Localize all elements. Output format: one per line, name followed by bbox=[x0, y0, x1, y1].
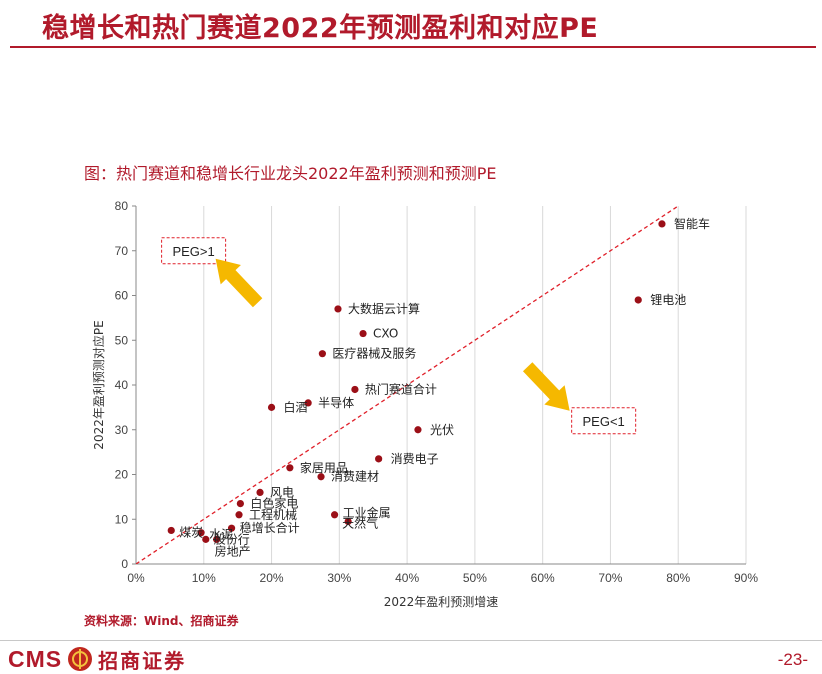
y-tick-label: 10 bbox=[115, 512, 129, 526]
annotation-box bbox=[161, 237, 227, 265]
point-label: 热门赛道合计 bbox=[365, 381, 437, 396]
point-label: 工业金属 bbox=[343, 505, 391, 520]
logo-cms-text: CMS bbox=[8, 645, 63, 672]
x-tick-label: 70% bbox=[598, 571, 622, 585]
point-label: 消费建材 bbox=[331, 470, 379, 484]
peg-gt1-arrow bbox=[215, 258, 263, 308]
point-label: 光伏 bbox=[430, 423, 454, 437]
data-point bbox=[235, 511, 243, 519]
page-title: 稳增长和热门赛道2022年预测盈利和对应PE bbox=[42, 13, 599, 44]
data-point bbox=[227, 524, 236, 532]
point-label: 白色家电 bbox=[250, 496, 298, 511]
x-tick-label: 30% bbox=[327, 571, 351, 585]
x-tick-label: 90% bbox=[734, 571, 758, 585]
point-label: 半导体 bbox=[318, 396, 354, 410]
x-axis-title: 2022年盈利预测增速 bbox=[384, 595, 499, 609]
point-label: 消费电子 bbox=[391, 452, 439, 466]
point-label: 天然气 bbox=[342, 515, 378, 530]
point-label: 大数据云计算 bbox=[348, 301, 420, 316]
data-point bbox=[375, 455, 383, 463]
data-point bbox=[304, 399, 312, 407]
point-label: 稳增长合计 bbox=[240, 520, 300, 535]
logo-cn-text: 招商证券 bbox=[98, 648, 187, 673]
data-point bbox=[414, 426, 422, 434]
data-point bbox=[286, 464, 294, 472]
y-tick-label: 80 bbox=[115, 199, 129, 213]
x-tick-label: 60% bbox=[531, 571, 555, 585]
point-label: 锂电池 bbox=[650, 292, 686, 307]
logo-emblem-icon bbox=[68, 647, 93, 671]
y-tick-label: 70 bbox=[115, 244, 129, 258]
data-point bbox=[236, 499, 244, 508]
data-point bbox=[213, 535, 221, 543]
data-point bbox=[359, 329, 367, 338]
grid-layer bbox=[203, 206, 747, 564]
footer-divider bbox=[0, 640, 822, 641]
x-tick-label: 10% bbox=[192, 571, 216, 585]
data-point bbox=[330, 511, 339, 519]
point-label: 股份行 bbox=[214, 532, 250, 546]
x-tick-label: 0% bbox=[127, 571, 145, 585]
data-point bbox=[334, 305, 342, 313]
data-point bbox=[167, 526, 175, 535]
y-tick-label: 30 bbox=[115, 423, 129, 437]
data-point bbox=[344, 517, 352, 526]
point-label: 水泥 bbox=[209, 528, 233, 542]
point-label: 房地产 bbox=[215, 543, 251, 558]
peg-lt1-arrow bbox=[522, 362, 570, 411]
annotations-layer: PEG>1 PEG<1 bbox=[161, 237, 637, 435]
peg-reference-line bbox=[136, 206, 679, 564]
data-point bbox=[658, 220, 666, 228]
x-tick-label: 20% bbox=[260, 571, 284, 585]
point-label: CXO bbox=[373, 327, 398, 341]
company-logo: CMS 招商证券 bbox=[8, 645, 186, 673]
annotation-box bbox=[571, 407, 637, 435]
y-tick-label: 20 bbox=[115, 468, 129, 482]
x-tick-label: 50% bbox=[463, 571, 487, 585]
title-divider bbox=[10, 46, 816, 48]
data-point bbox=[634, 296, 642, 304]
source-note: 资料来源：Wind、招商证券 bbox=[84, 614, 239, 628]
y-tick-label: 50 bbox=[115, 333, 129, 347]
point-label: 工程机械 bbox=[249, 507, 297, 522]
data-point bbox=[202, 535, 210, 543]
point-label: 智能车 bbox=[674, 216, 710, 231]
data-point bbox=[197, 529, 205, 537]
point-label: 白酒 bbox=[284, 399, 308, 414]
axis-layer: 0% 10% 20% 30% 40% 50% 60% 70% 80% 90% 0 10 20 30 40 50… bbox=[115, 199, 759, 585]
data-point bbox=[256, 488, 264, 496]
x-tick-label: 40% bbox=[395, 571, 419, 585]
data-point bbox=[317, 473, 325, 481]
reference-line-layer bbox=[136, 206, 679, 564]
chart-heading: 图：热门赛道和稳增长行业龙头2022年盈利预测和预测PE bbox=[84, 164, 497, 183]
annotation-label: PEG<1 bbox=[583, 414, 625, 429]
y-tick-label: 60 bbox=[115, 289, 129, 303]
annotation-label: PEG>1 bbox=[172, 244, 214, 259]
points-layer bbox=[167, 220, 666, 543]
point-label: 煤炭 bbox=[179, 525, 203, 539]
y-tick-label: 0 bbox=[121, 557, 128, 571]
data-point bbox=[267, 403, 276, 411]
x-tick-label: 80% bbox=[666, 571, 690, 585]
y-tick-label: 40 bbox=[115, 378, 129, 392]
data-point bbox=[351, 385, 359, 394]
data-point bbox=[318, 350, 326, 358]
point-label: 风电 bbox=[270, 485, 294, 499]
point-label: 医疗器械及服务 bbox=[332, 346, 416, 361]
point-label: 家居用品 bbox=[300, 460, 348, 475]
y-axis-title: 2022年盈利预测对应PE bbox=[91, 320, 106, 449]
page-number: -23- bbox=[777, 650, 808, 669]
